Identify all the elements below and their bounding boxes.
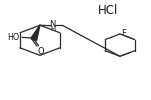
- Text: F: F: [121, 30, 126, 38]
- Text: O: O: [38, 47, 44, 56]
- Text: N: N: [49, 20, 56, 29]
- Text: H: H: [50, 26, 55, 32]
- Text: HCl: HCl: [98, 4, 118, 17]
- Text: HO: HO: [8, 33, 20, 42]
- Polygon shape: [31, 25, 40, 40]
